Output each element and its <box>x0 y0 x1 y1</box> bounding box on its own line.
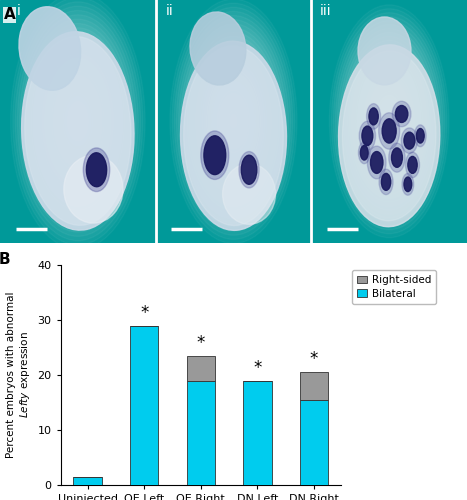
Ellipse shape <box>342 51 436 220</box>
Ellipse shape <box>396 106 408 122</box>
Ellipse shape <box>204 136 226 174</box>
Bar <box>311 0 467 242</box>
Y-axis label: Percent embryos with abnormal
$\it{Lefty}$ expression: Percent embryos with abnormal $\it{Lefty… <box>6 292 32 458</box>
Ellipse shape <box>241 155 257 184</box>
Bar <box>130 326 158 485</box>
Ellipse shape <box>379 169 393 194</box>
Ellipse shape <box>339 45 440 226</box>
Text: *: * <box>253 358 262 376</box>
Text: A: A <box>4 8 15 22</box>
Ellipse shape <box>83 148 110 192</box>
Text: B: B <box>0 252 11 267</box>
Ellipse shape <box>415 125 426 146</box>
Ellipse shape <box>361 146 368 160</box>
Legend: Right-sided, Bilateral: Right-sided, Bilateral <box>352 270 436 304</box>
Ellipse shape <box>402 174 414 195</box>
Ellipse shape <box>404 132 415 149</box>
Ellipse shape <box>181 42 286 230</box>
Ellipse shape <box>64 155 123 223</box>
Ellipse shape <box>370 152 383 174</box>
Ellipse shape <box>404 177 412 192</box>
Ellipse shape <box>369 108 378 125</box>
Ellipse shape <box>382 174 391 190</box>
Ellipse shape <box>401 128 417 154</box>
Ellipse shape <box>379 113 400 149</box>
Ellipse shape <box>408 156 417 174</box>
Bar <box>0 0 156 242</box>
Ellipse shape <box>358 142 370 164</box>
Bar <box>187 356 215 380</box>
Ellipse shape <box>239 152 259 188</box>
Ellipse shape <box>359 121 375 150</box>
Text: iii: iii <box>320 4 332 18</box>
Ellipse shape <box>417 128 424 143</box>
Ellipse shape <box>367 104 381 129</box>
Ellipse shape <box>201 131 229 180</box>
Bar <box>243 380 272 485</box>
Ellipse shape <box>190 12 246 85</box>
Bar <box>300 400 328 485</box>
Text: *: * <box>310 350 318 368</box>
Ellipse shape <box>405 152 419 178</box>
Ellipse shape <box>368 146 386 179</box>
Bar <box>156 0 311 242</box>
Ellipse shape <box>392 101 411 126</box>
Ellipse shape <box>19 6 81 90</box>
Text: *: * <box>197 334 205 352</box>
Ellipse shape <box>25 36 131 226</box>
Ellipse shape <box>21 32 134 230</box>
Bar <box>73 477 102 485</box>
Ellipse shape <box>223 164 276 224</box>
Text: *: * <box>140 304 149 322</box>
Ellipse shape <box>358 17 411 85</box>
Ellipse shape <box>391 148 403 168</box>
Ellipse shape <box>362 126 373 146</box>
Text: i: i <box>16 4 20 18</box>
Ellipse shape <box>184 46 283 226</box>
Ellipse shape <box>86 153 106 186</box>
Bar <box>187 380 215 485</box>
Ellipse shape <box>382 119 396 143</box>
Ellipse shape <box>389 143 405 172</box>
Text: ii: ii <box>166 4 174 18</box>
Bar <box>300 372 328 400</box>
